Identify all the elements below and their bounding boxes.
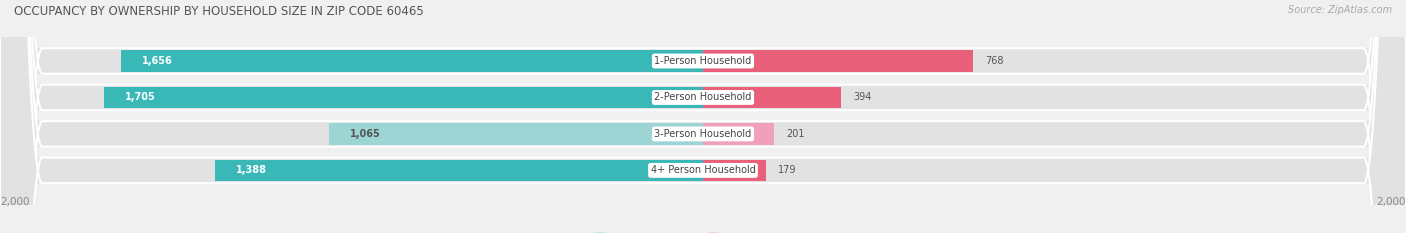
Text: 768: 768: [986, 56, 1004, 66]
Bar: [0, 121, 1406, 147]
Bar: [104, 87, 703, 108]
Bar: [703, 50, 973, 72]
Text: 1,388: 1,388: [236, 165, 267, 175]
Text: 1-Person Household: 1-Person Household: [654, 56, 752, 66]
Legend: Owner-occupied, Renter-occupied: Owner-occupied, Renter-occupied: [591, 229, 815, 233]
Bar: [703, 123, 773, 145]
Bar: [703, 87, 841, 108]
Text: 179: 179: [779, 165, 797, 175]
Text: 2,000: 2,000: [1376, 197, 1406, 207]
Text: 4+ Person Household: 4+ Person Household: [651, 165, 755, 175]
Text: 201: 201: [786, 129, 804, 139]
Bar: [0, 85, 1406, 110]
Bar: [703, 160, 766, 181]
Text: 1,065: 1,065: [350, 129, 381, 139]
Bar: [215, 160, 703, 181]
Text: Source: ZipAtlas.com: Source: ZipAtlas.com: [1288, 5, 1392, 15]
Text: 1,656: 1,656: [142, 56, 173, 66]
Text: 2,000: 2,000: [0, 197, 30, 207]
Text: 1,705: 1,705: [125, 93, 156, 103]
Bar: [121, 50, 703, 72]
Bar: [0, 48, 1406, 74]
Bar: [329, 123, 703, 145]
Text: 2-Person Household: 2-Person Household: [654, 93, 752, 103]
Text: 3-Person Household: 3-Person Household: [654, 129, 752, 139]
Bar: [0, 158, 1406, 183]
Text: 394: 394: [853, 93, 872, 103]
Text: OCCUPANCY BY OWNERSHIP BY HOUSEHOLD SIZE IN ZIP CODE 60465: OCCUPANCY BY OWNERSHIP BY HOUSEHOLD SIZE…: [14, 5, 423, 18]
